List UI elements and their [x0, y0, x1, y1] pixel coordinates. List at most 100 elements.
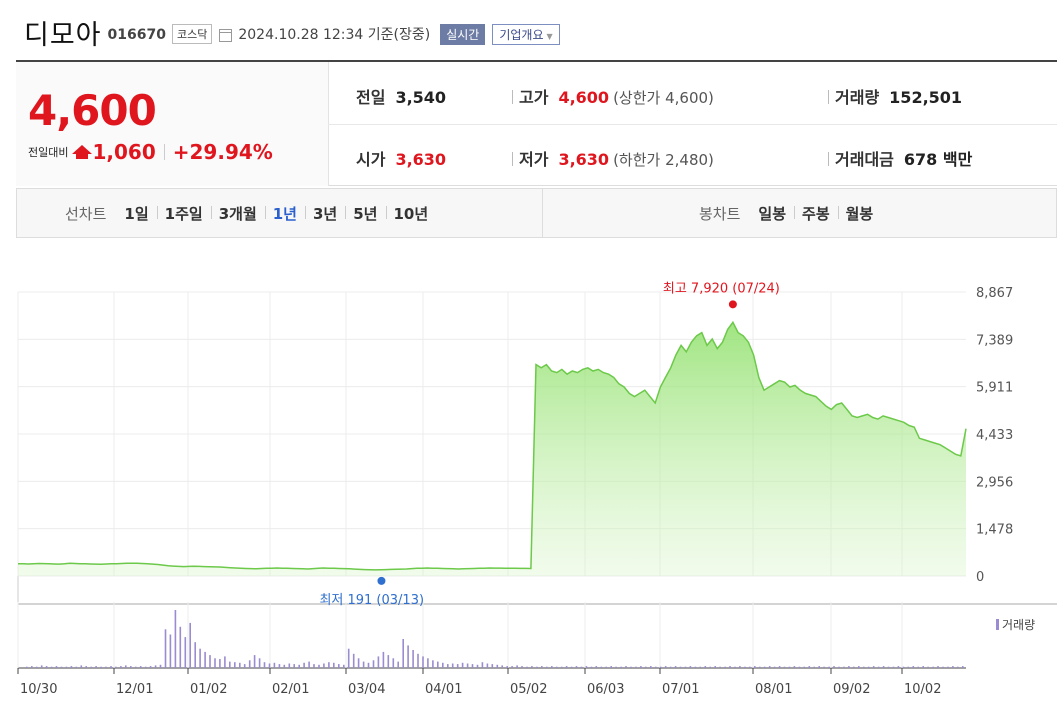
- volume-bar: [496, 664, 499, 668]
- price-chart[interactable]: 8,867 7,389 5,911 4,433 2,956 1,478 0 10/30 12/…: [0, 238, 1057, 714]
- volume-bar: [95, 666, 97, 668]
- volume-bar: [115, 666, 117, 668]
- volume-bar: [501, 665, 503, 668]
- volume-bar: [843, 666, 845, 668]
- volume-bar: [135, 666, 137, 668]
- volume-bar: [555, 666, 558, 668]
- volume-bar: [655, 666, 657, 668]
- volume-bar: [625, 666, 627, 668]
- volume-bar: [773, 666, 776, 668]
- volume-bar: [85, 666, 87, 668]
- volume-bar: [595, 666, 598, 668]
- volume-bar: [699, 666, 702, 668]
- low-price: 저가 3,630 (하한가 2,480): [512, 146, 714, 170]
- price-area: [18, 322, 966, 576]
- y-tick-label: 8,867: [976, 286, 1013, 301]
- volume-bar: [912, 666, 915, 668]
- volume-bar: [962, 666, 964, 668]
- volume-bar: [437, 661, 439, 668]
- volume-bar: [882, 666, 885, 668]
- volume-bar: [947, 666, 949, 668]
- volume-bar: [536, 666, 538, 668]
- volume-bar: [902, 666, 905, 668]
- candle-chart-periods: 봉차트 일봉 주봉 월봉: [699, 189, 881, 237]
- volume-bar: [288, 663, 291, 668]
- period-3y[interactable]: 3년: [305, 203, 345, 224]
- volume-bar: [209, 655, 211, 668]
- market-badge: 코스닥: [171, 24, 213, 44]
- volume-bar: [184, 637, 187, 668]
- volume-bar: [531, 666, 533, 668]
- period-1d[interactable]: 1일: [124, 204, 149, 223]
- period-1y[interactable]: 1년: [264, 203, 305, 224]
- volume-bar: [570, 666, 573, 668]
- volume-bar: [476, 664, 479, 668]
- volume-bar: [328, 662, 330, 668]
- candle-monthly[interactable]: 월봉: [837, 203, 882, 224]
- volume-bar: [620, 666, 622, 668]
- volume-bar: [823, 666, 825, 668]
- low-marker: [377, 576, 386, 585]
- volume-bar: [610, 666, 612, 668]
- volume-bar: [377, 656, 380, 668]
- volume-bar: [253, 655, 256, 668]
- volume-bar: [754, 666, 756, 668]
- volume-bar: [605, 666, 607, 668]
- volume-bar: [565, 666, 568, 668]
- volume-legend-icon: [996, 619, 999, 630]
- volume-bar: [466, 663, 469, 668]
- x-tick-label: 10/30: [20, 682, 57, 697]
- volume-bar: [159, 664, 162, 668]
- volume-bar: [412, 650, 414, 668]
- quote-date: 2024.10.28 12:34 기준(장중): [238, 27, 431, 43]
- volume-bar: [813, 666, 815, 668]
- volume-bar: [768, 666, 771, 668]
- volume-bar: [343, 664, 345, 668]
- line-chart-label: 선차트: [65, 204, 107, 223]
- volume-bar: [451, 663, 454, 668]
- volume-bar: [486, 663, 489, 668]
- realtime-button[interactable]: 실시간: [440, 23, 486, 45]
- period-selector: 선차트 1일 1주일 3개월 1년 3년 5년 10년 봉차트 일봉 주봉 월봉: [16, 188, 1057, 238]
- period-3m[interactable]: 3개월: [210, 203, 265, 224]
- up-arrow-icon: [72, 144, 93, 154]
- volume-bar: [105, 666, 107, 668]
- volume-bar: [318, 664, 320, 668]
- volume-bar: [174, 610, 177, 668]
- volume-bar: [367, 662, 370, 668]
- x-tick-label: 03/04: [348, 682, 385, 697]
- volume-bar: [818, 666, 820, 668]
- low-annotation: 최저 191 (03/13): [319, 593, 424, 608]
- volume-bar: [239, 662, 241, 668]
- volume-bar: [526, 666, 528, 668]
- volume-bar: [957, 666, 959, 668]
- y-tick-label: 2,956: [976, 475, 1013, 490]
- candle-daily[interactable]: 일봉: [758, 204, 787, 223]
- volume-bar: [60, 666, 63, 668]
- y-tick-label: 1,478: [976, 523, 1013, 538]
- volume-bar: [382, 651, 385, 668]
- volume-bar: [258, 658, 261, 668]
- company-info-dropdown[interactable]: 기업개요 ▼: [492, 23, 560, 45]
- y-tick-label: 4,433: [976, 428, 1013, 443]
- volume-bar: [456, 664, 459, 668]
- volume-legend-label: 거래량: [1002, 618, 1035, 632]
- volume-bar: [659, 666, 662, 668]
- period-5y[interactable]: 5년: [345, 203, 385, 224]
- x-tick-label: 01/02: [190, 682, 227, 697]
- volume-bar: [169, 634, 172, 668]
- candle-weekly[interactable]: 주봉: [794, 203, 838, 224]
- volume-bar: [828, 666, 830, 668]
- y-tick-label: 5,911: [976, 381, 1013, 396]
- volume-bar: [149, 666, 152, 668]
- period-1w[interactable]: 1주일: [156, 203, 211, 224]
- volume-bar: [932, 666, 934, 668]
- period-10y[interactable]: 10년: [385, 203, 437, 224]
- volume-bar: [674, 666, 677, 668]
- line-chart-periods: 선차트 1일 1주일 3개월 1년 3년 5년 10년: [65, 189, 436, 237]
- volume-bar: [120, 666, 122, 668]
- volume-bar: [402, 639, 404, 668]
- volume-bar: [471, 664, 474, 668]
- volume-bar: [640, 666, 642, 668]
- volume-bar: [650, 666, 652, 668]
